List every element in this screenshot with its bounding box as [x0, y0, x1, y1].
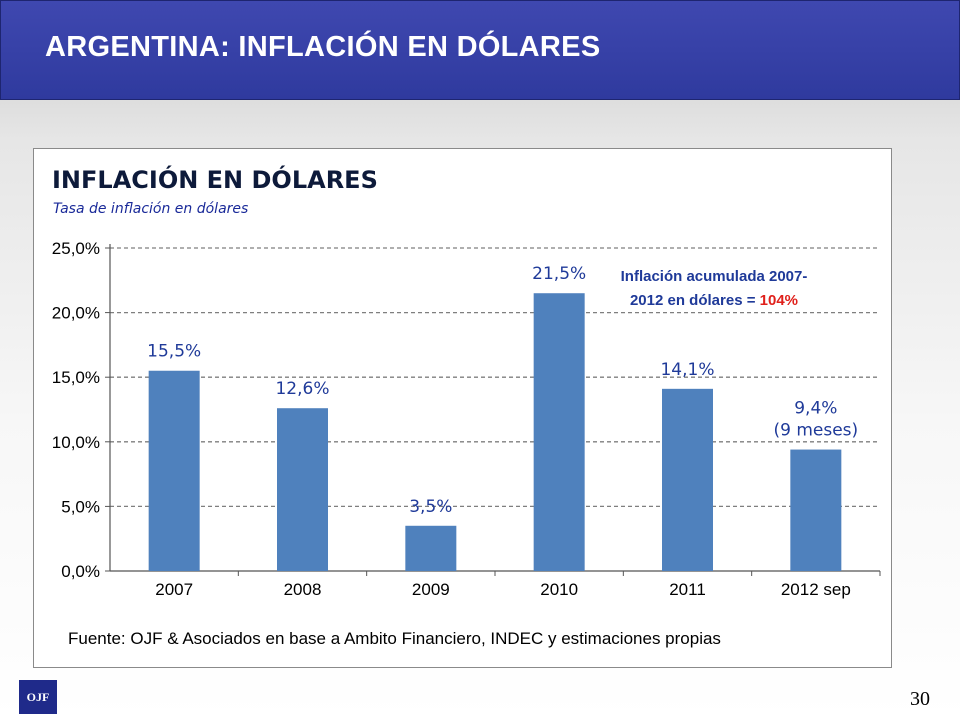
bar-2011 [662, 388, 713, 571]
bar-2012-sep [790, 449, 842, 571]
y-tick-label: 15,0% [52, 368, 100, 387]
data-label: 15,5% [147, 342, 201, 362]
page-number: 30 [910, 688, 930, 710]
bar-2008 [277, 408, 328, 571]
chart-title: INFLACIÓN EN DÓLARES [52, 166, 378, 194]
data-label: 3,5% [409, 497, 452, 517]
y-tick-label: 25,0% [52, 239, 100, 258]
x-tick-label: 2009 [412, 580, 450, 599]
header-bar: ARGENTINA: INFLACIÓN EN DÓLARES [0, 0, 960, 100]
x-tick-label: 2011 [669, 580, 706, 599]
chart-panel: INFLACIÓN EN DÓLARES Tasa de inflación e… [33, 148, 892, 668]
y-tick-label: 0,0% [61, 562, 100, 581]
x-tick-label: 2010 [540, 580, 578, 599]
page-title: ARGENTINA: INFLACIÓN EN DÓLARES [45, 31, 601, 63]
x-tick-label: 2008 [284, 580, 322, 599]
y-tick-label: 5,0% [61, 497, 100, 516]
data-label: 21,5% [532, 264, 586, 284]
data-label: 14,1% [660, 360, 714, 380]
x-tick-label: 2007 [155, 580, 193, 599]
bar-2007 [148, 370, 200, 571]
data-label: 12,6% [275, 379, 329, 399]
y-tick-label: 10,0% [52, 433, 100, 452]
cumulative-inflation-note: 2012 en dólares = 104% [630, 292, 798, 309]
cumulative-inflation-note: Inflación acumulada 2007- [621, 268, 808, 285]
data-label: 9,4% [794, 399, 837, 419]
x-tick-label: 2012 sep [781, 580, 851, 599]
source-note: Fuente: OJF & Asociados en base a Ambito… [68, 629, 721, 648]
data-label: (9 meses) [773, 421, 858, 441]
chart-subtitle: Tasa de inflación en dólares [53, 201, 249, 217]
ojf-logo: OJF [19, 680, 57, 714]
y-tick-label: 20,0% [52, 304, 100, 323]
bar-chart: 0,0% 5,0% 10,0% 15,0% 20,0% 25,0% 2007 15,5% 200… [52, 239, 881, 599]
bar-2010 [533, 293, 585, 571]
bar-2009 [405, 525, 457, 571]
